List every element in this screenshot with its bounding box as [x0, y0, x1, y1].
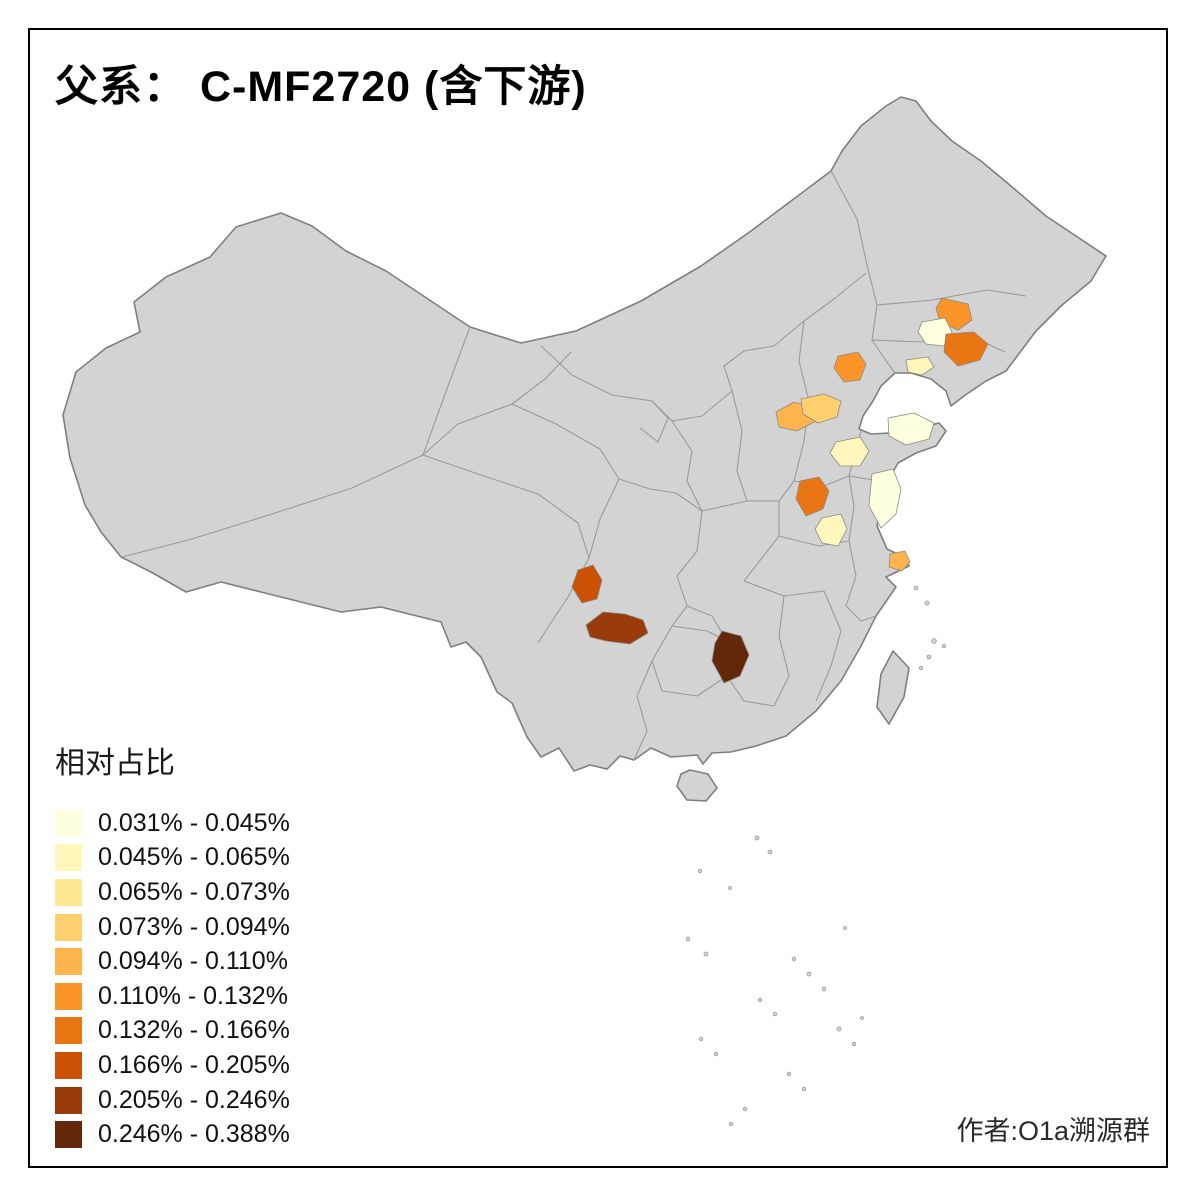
legend-label: 0.110% - 0.132% — [98, 981, 288, 1010]
map-region — [829, 436, 870, 467]
taiwan-island — [876, 650, 910, 725]
legend-swatch — [55, 1086, 82, 1114]
legend-swatch — [55, 1051, 82, 1079]
map-region — [917, 317, 953, 347]
legend-swatch — [55, 1017, 82, 1045]
highlighted-regions — [571, 297, 989, 684]
legend-items: 0.031% - 0.045% 0.045% - 0.065% 0.065% - 0… — [55, 806, 290, 1152]
map-region — [833, 351, 867, 383]
map-region — [814, 513, 848, 547]
attribution: 作者:O1a溯源群 — [956, 1116, 1150, 1146]
legend-row: 0.132% - 0.166% — [55, 1014, 290, 1049]
hainan-island — [676, 769, 718, 802]
page-title: 父系： C-MF2720 (含下游) — [55, 63, 587, 111]
map-region — [800, 393, 842, 424]
legend-label: 0.065% - 0.073% — [98, 877, 290, 906]
legend-row: 0.205% - 0.246% — [55, 1083, 290, 1118]
legend-row: 0.110% - 0.132% — [55, 979, 290, 1014]
legend-swatch — [55, 948, 82, 976]
legend-label: 0.031% - 0.045% — [98, 808, 290, 837]
legend-swatch — [55, 1121, 82, 1149]
legend-label: 0.045% - 0.065% — [98, 843, 290, 872]
legend-swatch — [55, 878, 82, 906]
map-region — [571, 564, 603, 604]
map-region — [711, 630, 750, 684]
legend-label: 0.132% - 0.166% — [98, 1016, 290, 1045]
legend-row: 0.166% - 0.205% — [55, 1048, 290, 1083]
legend-swatch — [55, 913, 82, 941]
map-region — [888, 550, 911, 572]
legend-row: 0.065% - 0.073% — [55, 875, 290, 910]
map-region — [887, 412, 935, 446]
mainland-outline — [62, 96, 1107, 772]
map-region — [795, 476, 830, 517]
legend-label: 0.166% - 0.205% — [98, 1050, 290, 1079]
map-region — [905, 356, 935, 376]
map-region — [943, 331, 989, 367]
legend-title: 相对占比 — [55, 747, 175, 780]
map-region — [868, 468, 902, 529]
map-region — [585, 611, 649, 645]
legend-label: 0.205% - 0.246% — [98, 1085, 290, 1114]
legend-swatch — [55, 809, 82, 837]
legend-label: 0.094% - 0.110% — [98, 947, 288, 976]
legend-label: 0.073% - 0.094% — [98, 912, 290, 941]
legend-row: 0.031% - 0.045% — [55, 806, 290, 841]
legend-row: 0.246% - 0.388% — [55, 1117, 290, 1152]
legend-swatch — [55, 844, 82, 872]
sea-islets — [685, 585, 947, 1127]
legend-row: 0.073% - 0.094% — [55, 910, 290, 945]
legend-row: 0.045% - 0.065% — [55, 841, 290, 876]
legend-label: 0.246% - 0.388% — [98, 1120, 290, 1149]
legend-swatch — [55, 982, 82, 1010]
legend-row: 0.094% - 0.110% — [55, 944, 290, 979]
legend: 相对占比 0.031% - 0.045% 0.045% - 0.065% 0.065… — [55, 738, 290, 1152]
